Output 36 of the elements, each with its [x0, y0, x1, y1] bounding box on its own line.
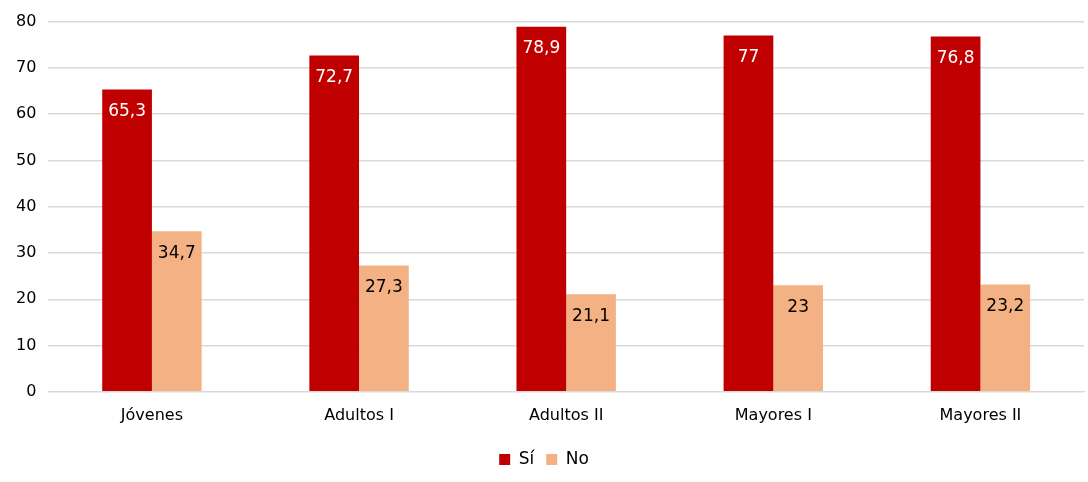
y-tick-label: 80 [16, 10, 37, 30]
data-label: 23,2 [986, 294, 1025, 315]
bar [566, 294, 616, 392]
x-tick-label: Mayores II [939, 404, 1022, 424]
bar [102, 89, 152, 392]
y-tick-label: 0 [26, 380, 37, 400]
data-label: 72,7 [315, 65, 354, 86]
bar [151, 231, 202, 392]
y-tick-label: 40 [16, 195, 37, 215]
y-tick-label: 30 [16, 242, 37, 262]
data-label: 23 [787, 295, 809, 316]
x-tick-label: Adultos II [529, 404, 604, 424]
bar [516, 26, 567, 392]
x-tick-label: Adultos I [324, 404, 394, 424]
data-label: 65,3 [108, 100, 146, 121]
legend-label: Sí [518, 447, 536, 468]
bar [930, 36, 981, 392]
data-label: 76,8 [936, 46, 975, 67]
data-label: 27,3 [364, 275, 403, 296]
y-tick-label: 50 [16, 149, 37, 169]
y-tick-label: 60 [16, 103, 37, 123]
legend-label: No [565, 447, 589, 468]
bar [309, 55, 360, 392]
data-label: 78,9 [522, 37, 561, 58]
bar [980, 284, 1031, 392]
data-label: 34,7 [157, 241, 196, 262]
data-label: 21,1 [572, 304, 610, 325]
bar [723, 35, 774, 392]
y-tick-label: 10 [16, 334, 37, 354]
y-tick-label: 70 [16, 57, 37, 77]
y-tick-label: 20 [16, 288, 37, 308]
x-tick-label: Jóvenes [119, 404, 183, 424]
bar [773, 285, 824, 392]
data-label: 77 [737, 45, 760, 66]
bar [359, 265, 409, 392]
x-tick-label: Mayores I [734, 404, 812, 424]
